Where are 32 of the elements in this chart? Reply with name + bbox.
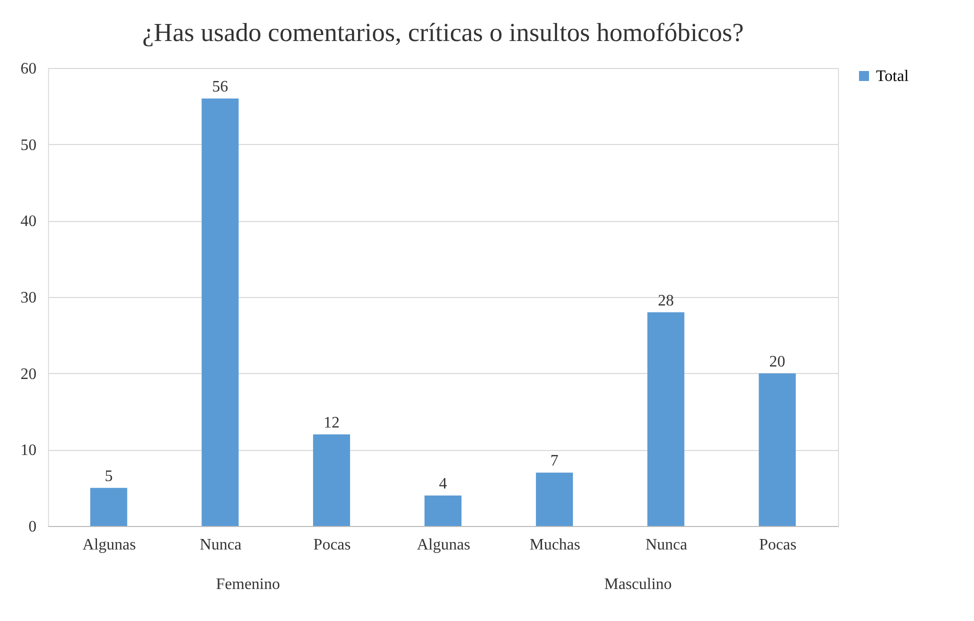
data-label: 4: [439, 475, 447, 492]
bar: [202, 98, 239, 526]
y-tick-label: 10: [20, 442, 36, 460]
text: Masculino: [604, 576, 672, 593]
x-tick-label: Pocas: [759, 536, 796, 554]
y-tick-label: 50: [20, 136, 36, 154]
data-label: 28: [658, 292, 674, 310]
data-label: 12: [324, 414, 340, 432]
text: Femenino: [216, 576, 280, 593]
y-tick-label: 60: [20, 60, 36, 78]
y-tick-label: 20: [20, 366, 36, 383]
bar: [90, 488, 128, 526]
data-label: 56: [212, 78, 228, 96]
bar: [313, 434, 350, 526]
bar: [647, 312, 684, 526]
x-tick-label: Algunas: [82, 536, 136, 554]
x-tick-label: Muchas: [530, 536, 580, 554]
chart-title: ¿Has usado comentarios, críticas o insultos homofóbicos?: [142, 18, 744, 47]
bar: [758, 373, 796, 526]
x-tick-label: Nunca: [200, 536, 242, 554]
data-label: 20: [769, 353, 786, 370]
y-tick-label: 0: [28, 518, 36, 536]
data-label: 5: [104, 468, 113, 485]
legend-label: Total: [876, 68, 910, 85]
data-label: 7: [550, 452, 558, 470]
x-tick-label: Pocas: [313, 536, 351, 554]
y-tick-label: 40: [20, 213, 36, 230]
bar: [424, 495, 462, 526]
bar: [536, 472, 573, 526]
y-tick-label: 30: [20, 290, 36, 306]
x-tick-label: Algunas: [416, 536, 470, 554]
x-tick-label: Nunca: [645, 536, 688, 554]
